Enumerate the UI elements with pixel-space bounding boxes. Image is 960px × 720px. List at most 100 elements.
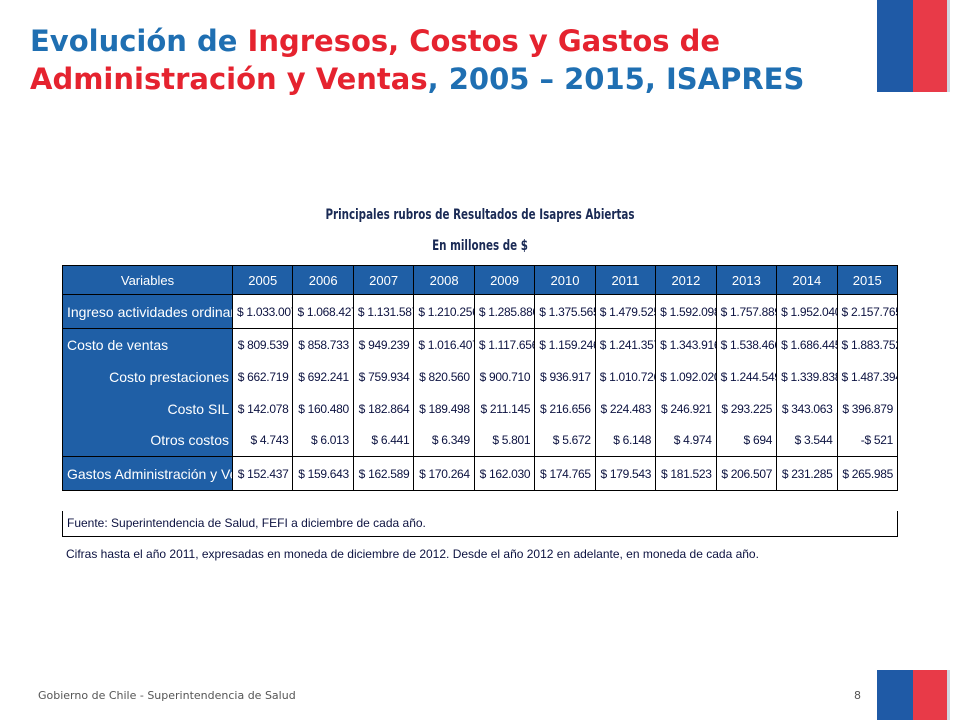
value-cell: $ 3.544 <box>776 424 838 457</box>
value-cell: $ 1.592.098 <box>655 294 717 329</box>
table-caption-units: En millones de $ <box>432 238 528 254</box>
value-cell: $ 1.010.726 <box>594 360 657 393</box>
value-cell: $ 6.013 <box>292 424 354 457</box>
table-row: Otros costos $ 4.743 $ 6.013 $ 6.441 $ 6.349… <box>62 424 899 457</box>
header-year: 2007 <box>352 265 415 295</box>
value-cell: $ 343.063 <box>776 392 838 425</box>
value-cell: $ 1.339.838 <box>776 360 838 393</box>
value-cell: $ 216.656 <box>534 392 596 425</box>
value-cell: $ 246.921 <box>655 392 717 425</box>
header-year: 2005 <box>231 265 294 295</box>
value-cell: $ 1.033.007 <box>231 294 294 329</box>
table-row: Costo de ventas $ 809.539 $ 858.733 $ 949.2… <box>62 328 899 361</box>
source-note: Fuente: Superintendencia de Salud, FEFI … <box>62 511 898 537</box>
flag-blue-stripe <box>877 0 913 92</box>
flag-shadow <box>947 670 950 720</box>
value-cell: $ 162.589 <box>352 456 415 491</box>
header-year: 2011 <box>594 265 657 295</box>
value-cell: $ 858.733 <box>292 328 354 361</box>
table-row: Costo SIL $ 142.078 $ 160.480 $ 182.864 $ 18… <box>62 392 899 425</box>
value-cell: $ 900.710 <box>473 360 536 393</box>
header-year: 2012 <box>655 265 717 295</box>
value-cell: $ 174.765 <box>534 456 596 491</box>
value-cell: $ 1.159.246 <box>534 328 596 361</box>
value-cell: $ 142.078 <box>231 392 294 425</box>
value-cell: $ 820.560 <box>413 360 475 393</box>
value-cell: $ 159.643 <box>292 456 354 491</box>
value-cell: $ 1.016.407 <box>413 328 475 361</box>
value-cell: $ 206.507 <box>715 456 778 491</box>
value-cell: $ 759.934 <box>352 360 415 393</box>
value-cell: $ 5.672 <box>534 424 596 457</box>
flag-shadow <box>947 0 950 92</box>
value-cell: $ 1.068.427 <box>292 294 354 329</box>
value-cell: $ 4.974 <box>655 424 717 457</box>
row-label: Costo SIL <box>62 392 233 425</box>
value-cell: $ 1.117.656 <box>473 328 536 361</box>
value-cell: $ 160.480 <box>292 392 354 425</box>
header-year: 2010 <box>534 265 596 295</box>
value-cell: $ 231.285 <box>776 456 838 491</box>
footer-text: Gobierno de Chile - Superintendencia de … <box>38 689 296 702</box>
row-label: Costo prestaciones <box>62 360 233 393</box>
value-cell: -$ 521 <box>836 424 899 457</box>
header-year: 2009 <box>473 265 536 295</box>
header-year: 2006 <box>292 265 354 295</box>
value-cell: $ 1.375.565 <box>534 294 596 329</box>
value-cell: $ 1.952.040 <box>776 294 838 329</box>
title-part-1: Evolución de <box>30 24 248 58</box>
header-year: 2008 <box>413 265 475 295</box>
value-cell: $ 224.483 <box>594 392 657 425</box>
value-cell: $ 211.145 <box>473 392 536 425</box>
header-year: 2015 <box>836 265 899 295</box>
value-cell: $ 809.539 <box>231 328 294 361</box>
value-cell: $ 1.538.466 <box>715 328 778 361</box>
value-cell: $ 1.883.752 <box>836 328 899 361</box>
value-cell: $ 694 <box>715 424 778 457</box>
value-cell: $ 662.719 <box>231 360 294 393</box>
flag-red-stripe <box>913 0 947 92</box>
title-highlight: Ingresos, Costos y Gastos de Administrac… <box>30 24 721 96</box>
value-cell: $ 6.349 <box>413 424 475 457</box>
value-cell: $ 6.441 <box>352 424 415 457</box>
value-cell: $ 5.801 <box>473 424 536 457</box>
results-table: Variables 2005 2006 2007 2008 2009 2010 2011 201… <box>62 265 899 491</box>
value-cell: $ 1.285.880 <box>473 294 536 329</box>
value-cell: $ 152.437 <box>231 456 294 491</box>
value-cell: $ 1.686.445 <box>776 328 838 361</box>
value-cell: $ 949.239 <box>352 328 415 361</box>
value-cell: $ 692.241 <box>292 360 354 393</box>
header-variables: Variables <box>62 265 233 295</box>
value-cell: $ 181.523 <box>655 456 717 491</box>
page-number: 8 <box>854 689 861 702</box>
table-row: Gastos Administración y Ventas$ 152.437$… <box>62 456 899 491</box>
value-cell: $ 1.210.256 <box>413 294 475 329</box>
table-row: Ingreso actividades ordinarias$ 1.033.00… <box>62 294 899 329</box>
row-label: Otros costos <box>62 424 233 457</box>
value-cell: $ 179.543 <box>594 456 657 491</box>
value-cell: $ 170.264 <box>413 456 475 491</box>
value-cell: $ 1.244.549 <box>715 360 778 393</box>
value-cell: $ 936.917 <box>534 360 596 393</box>
flag-red-stripe <box>913 670 947 720</box>
value-cell: $ 182.864 <box>352 392 415 425</box>
value-cell: $ 1.487.394 <box>836 360 899 393</box>
value-cell: $ 1.092.020 <box>655 360 717 393</box>
title-part-3: , 2005 – 2015, ISAPRES <box>427 62 805 96</box>
value-cell: $ 162.030 <box>473 456 536 491</box>
value-cell: $ 4.743 <box>231 424 294 457</box>
value-cell: $ 265.985 <box>836 456 899 491</box>
table-row: Costo prestaciones $ 662.719 $ 692.241 $ 75… <box>62 360 899 393</box>
header-year: 2014 <box>776 265 838 295</box>
value-cell: $ 293.225 <box>715 392 778 425</box>
flag-blue-stripe <box>877 670 913 720</box>
value-cell: $ 2.157.765 <box>836 294 899 329</box>
value-cell: $ 1.241.357 <box>594 328 657 361</box>
header-year: 2013 <box>715 265 778 295</box>
row-label: Gastos Administración y Ventas <box>62 456 233 491</box>
table-header-row: Variables 2005 2006 2007 2008 2009 2010 2011 201… <box>62 265 899 295</box>
value-cell: $ 1.757.889 <box>715 294 778 329</box>
value-cell: $ 6.148 <box>594 424 657 457</box>
currency-note: Cifras hasta el año 2011, expresadas en … <box>66 547 759 561</box>
flag-stripes-top <box>877 0 950 92</box>
